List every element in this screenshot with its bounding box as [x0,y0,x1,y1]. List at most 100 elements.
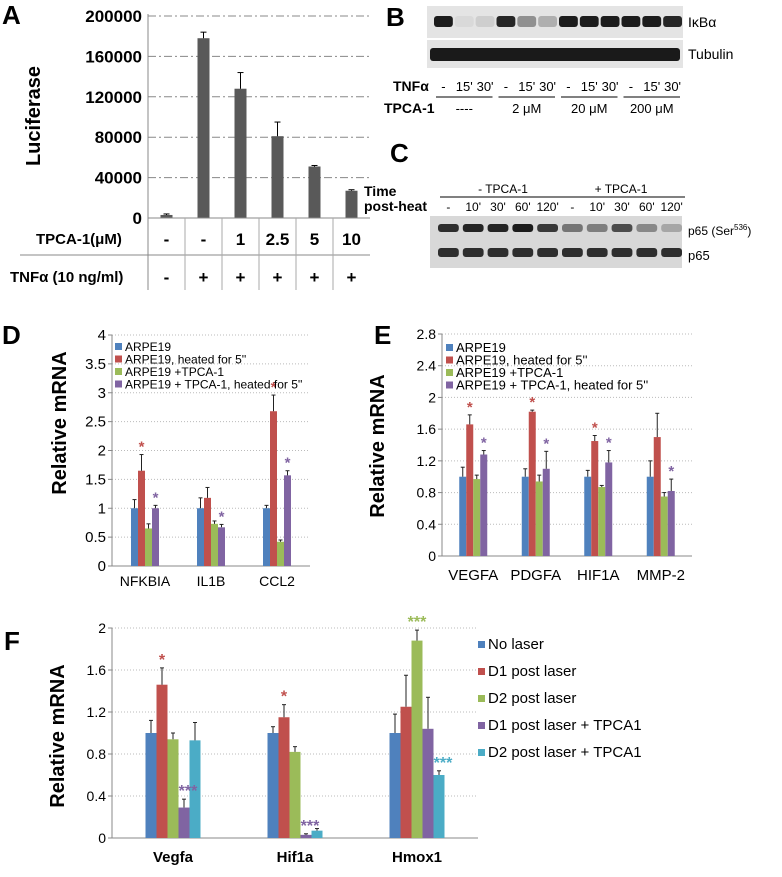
panel-b-lane-label: 15' [456,79,473,94]
panel-c-group1-label: - TPCA-1 [478,182,528,196]
panel-b-group-label: 20 μM [571,101,607,116]
panel-c-lane-label: 10' [589,200,605,214]
bar-il1b [218,527,225,566]
legend-label: ARPE19 +TPCA-1 [125,365,224,379]
panel-label-c: C [390,138,409,168]
panel-label-e: E [374,320,391,350]
bar-vegfa [167,739,179,838]
category-label: NFKBIA [120,573,171,589]
bar-ccl2 [270,411,277,566]
panel-d-ylabel: Relative mRNA [49,351,71,494]
category-label: PDGFA [510,567,561,584]
significance-star: * [481,435,487,452]
panel-c-band1-label: p65 (Ser536) [688,223,751,238]
panel-a-ytick-label: 40000 [95,169,142,188]
panel-c-total-band [438,248,459,257]
bar-nfkbia [145,528,152,566]
panel-a-ytick-label: 200000 [85,7,142,26]
panel-c-total-band [487,248,509,257]
category-label: MMP-2 [637,567,685,584]
significance-star: * [159,652,166,669]
panel-a-tnf-value: + [347,268,357,287]
bar-pdgfa [521,476,529,556]
panel-f-chart: Relative mRNA 0 0.4 0.8 1.2 1.6 2 Vegfa Hif1a Hm… [47,614,642,866]
legend-label: ARPE19 [456,340,506,355]
legend-label: ARPE19 + TPCA-1, heated for 5'' [125,378,302,392]
panel-c-lane-label: 30' [614,200,630,214]
panel-b-ikba-band [454,16,474,27]
panel-label-b: B [386,2,405,32]
panel-a-ytick-label: 160000 [85,47,142,66]
category-label: IL1B [197,573,226,589]
bar-hmox1 [400,706,412,838]
panel-b-lane-label: 30' [539,79,556,94]
panel-a-bar [271,136,284,218]
bar-hif1a [311,830,323,838]
panel-b-lane-label: - [629,79,633,94]
panel-b-lane-label: 15' [643,79,660,94]
bar-hif1a [605,462,613,556]
panel-a-ylabel: Luciferase [23,66,45,166]
bar-mmp-2 [667,490,675,556]
panel-b-blot: IκBα Tubulin TNFα TPCA-1 -15' 30' -15' 30' -… [384,6,733,116]
y-tick-label: 0 [428,548,436,564]
panel-c-lane-label: 10' [465,200,481,214]
y-tick-label: 1 [98,500,106,517]
panel-c-phospho-band [438,224,459,232]
significance-star: *** [301,818,320,835]
y-tick-label: 3.5 [85,356,106,373]
panel-c-lane-label: 120' [660,200,682,214]
legend-swatch [478,695,485,702]
y-tick-label: 0 [98,830,106,846]
y-tick-label: 1.2 [87,704,107,720]
panel-c-lane-label: - [446,200,450,214]
y-tick-label: 4 [98,327,106,344]
bar-il1b [197,508,204,566]
significance-star: * [606,435,612,452]
panel-c-blot: Time post-heat - TPCA-1 + TPCA-1 - 10' 30'… [364,182,751,268]
panel-b-lane-label: 15' [581,79,598,94]
panel-a-bar [308,166,321,218]
panel-a-bar [160,214,173,218]
bar-il1b [204,497,211,566]
panel-c-total-band [462,248,484,257]
panel-c-lane-label: 30' [490,200,506,214]
bar-ccl2 [284,475,291,566]
panel-c-phospho-band [537,224,558,232]
panel-a-tpca-value: 5 [310,230,319,249]
significance-star: *** [408,614,427,631]
panel-b-ikba-band [538,16,557,27]
panel-c-total-band [661,248,682,257]
legend-label: D2 post laser + TPCA1 [488,744,642,761]
bar-vegfa [473,479,481,556]
panel-b-ikba-band [579,16,599,27]
legend-swatch [115,368,122,375]
panel-c-time-label: Time [364,183,397,199]
bar-nfkbia [138,470,145,566]
panel-c-lane-label: 60' [515,200,531,214]
panel-d-chart: Relative mRNA 0 0.5 1 1.5 2 2.5 3 3.5 4 NFKBIA IL1… [49,327,310,589]
significance-star: * [271,379,277,396]
panel-b-lane-label: 30' [477,79,494,94]
legend-swatch [478,749,485,756]
y-tick-label: 0 [98,558,106,575]
panel-c-phospho-band [487,224,509,232]
panel-a-tpca-value: 1 [236,230,245,249]
panel-a-tnf-value: + [199,268,209,287]
bar-hmox1 [411,640,423,838]
panel-c-phospho-band [611,224,633,232]
bar-ccl2 [263,508,270,566]
panel-b-lane-label: - [566,79,570,94]
panel-a-tnf-value: + [310,268,320,287]
y-tick-label: 0.8 [87,746,107,762]
panel-b-lane-label: 30' [602,79,619,94]
panel-c-total-band [611,248,633,257]
panel-b-ikba-band [517,16,537,27]
panel-a-bar [234,88,247,218]
bar-il1b [211,523,218,566]
bar-pdgfa [535,481,543,556]
bar-vegfa [480,454,488,556]
bar-hmox1 [389,733,401,838]
panel-a-tnf-value: + [236,268,246,287]
panel-a-ytick-label: 80000 [95,128,142,147]
